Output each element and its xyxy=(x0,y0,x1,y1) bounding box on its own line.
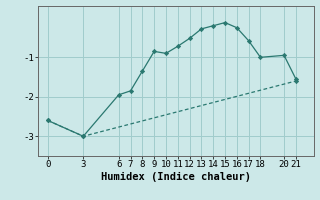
X-axis label: Humidex (Indice chaleur): Humidex (Indice chaleur) xyxy=(101,172,251,182)
